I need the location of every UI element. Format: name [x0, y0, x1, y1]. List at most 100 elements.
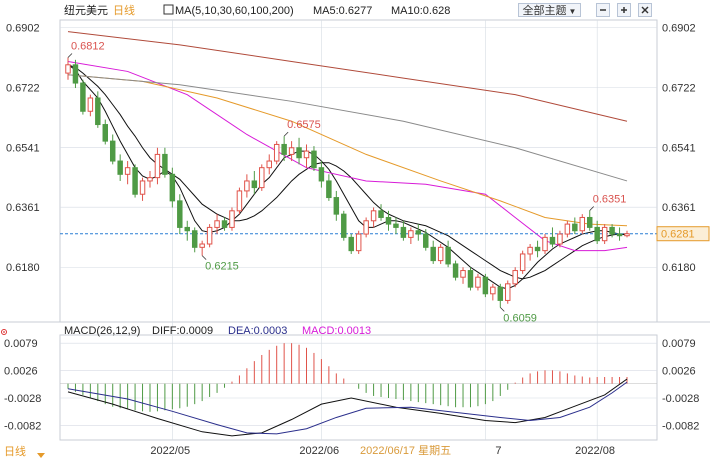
period-dropdown-icon[interactable] — [36, 447, 46, 458]
price-tick-right: 0.6722 — [662, 82, 696, 94]
candle-up — [437, 246, 444, 262]
candle-up — [460, 270, 466, 278]
candle-down — [452, 263, 459, 278]
candle-down — [221, 220, 228, 228]
candle-up — [236, 190, 243, 212]
minus-icon[interactable] — [596, 3, 610, 17]
candle-down — [572, 223, 578, 232]
candle-up — [273, 143, 280, 162]
date-tick-label: 2022/06 — [299, 445, 339, 457]
macd-dea-value: DEA:0.0003 — [228, 325, 287, 337]
candle-up — [355, 233, 362, 252]
candle-down — [586, 216, 593, 228]
candle-down — [109, 140, 116, 162]
candle-down — [95, 97, 101, 126]
close-glyph-icon — [641, 6, 649, 14]
chart-grid — [0, 19, 710, 441]
ma-line-ma10 — [67, 64, 627, 280]
macd-diff-line — [67, 378, 628, 437]
candle-up — [199, 243, 205, 248]
close-icon[interactable] — [638, 3, 652, 17]
price-tick-left: 0.6180 — [6, 262, 40, 274]
candlesticks — [65, 57, 630, 308]
candle-down — [445, 246, 451, 265]
annotation-label: 0.6575 — [287, 119, 321, 131]
annotation-pointer — [283, 131, 289, 137]
price-tick-right: 0.6902 — [662, 23, 696, 35]
candle-down — [393, 223, 399, 228]
price-annotations: 0.6812 0.6575 0.6215 0.6059 0.6351 — [67, 41, 627, 324]
candle-up — [475, 276, 481, 288]
price-tick-left: 0.6361 — [6, 202, 40, 214]
candle-up — [206, 226, 213, 245]
candle-down — [132, 167, 138, 195]
candle-up — [564, 223, 571, 235]
macd-params: MACD(26,12,9) — [64, 325, 140, 337]
period-label[interactable]: 日线 — [113, 3, 135, 17]
candle-down — [333, 197, 340, 215]
candle-down — [430, 246, 436, 262]
date-tick-label: 7 — [495, 445, 501, 457]
plus-icon[interactable] — [617, 3, 631, 17]
candle-down — [497, 286, 504, 301]
candle-up — [601, 226, 608, 242]
annotation-label: 0.6812 — [71, 41, 105, 53]
ma-checkbox[interactable] — [163, 4, 174, 15]
macd-tick-right: 0.0026 — [662, 365, 696, 377]
annotation-pointer — [201, 255, 207, 260]
candle-down — [609, 226, 615, 235]
theme-button[interactable]: 全部主题 ▼ — [518, 3, 581, 17]
price-tick-right: 0.6361 — [662, 202, 696, 214]
settings-gear-icon[interactable] — [0, 323, 8, 335]
macd-tick-right: -0.0028 — [662, 393, 699, 405]
candle-down — [326, 180, 332, 199]
macd-diff-value: DIFF:0.0009 — [152, 325, 213, 337]
candle-down — [415, 230, 422, 235]
candle-down — [80, 82, 86, 112]
candle-down — [378, 210, 384, 218]
candle-up — [139, 180, 146, 195]
annotation-pointer — [589, 206, 595, 211]
macd-tick-left: -0.0082 — [4, 421, 41, 433]
candle-down — [117, 160, 123, 175]
candle-down — [348, 236, 354, 252]
price-tick-left: 0.6722 — [6, 82, 40, 94]
macd-panel — [60, 343, 657, 437]
candle-up — [288, 147, 295, 155]
macd-dea-line — [67, 381, 628, 435]
instrument-name: 纽元美元 — [64, 3, 108, 17]
date-tick-label: 2022/05 — [150, 445, 190, 457]
chevron-down-icon: ▼ — [568, 7, 577, 16]
price-tick-left: 0.6902 — [6, 23, 40, 35]
annotation-pointer — [67, 53, 73, 58]
macd-tick-right: -0.0082 — [662, 421, 699, 433]
candle-up — [579, 216, 586, 232]
annotation-pointer — [500, 307, 505, 312]
candle-down — [72, 64, 79, 84]
candle-down — [184, 226, 190, 232]
ma-line-ma200 — [67, 31, 628, 122]
ma-line-ma30 — [67, 60, 628, 252]
annotation-label: 0.6059 — [503, 312, 537, 324]
candle-down — [400, 226, 407, 238]
triangle-down-icon — [37, 453, 45, 458]
candle-up — [542, 236, 548, 252]
footer-period-label[interactable]: 日线 — [4, 444, 26, 458]
candle-down — [385, 216, 392, 225]
candle-up — [527, 246, 533, 255]
candle-down — [549, 236, 556, 245]
candle-down — [318, 167, 325, 182]
candle-up — [505, 283, 511, 301]
candle-up — [87, 97, 94, 112]
candle-down — [177, 200, 183, 228]
candle-up — [519, 253, 526, 272]
candle-up — [408, 230, 414, 238]
candle-down — [162, 153, 168, 175]
annotation-label: 0.6351 — [593, 193, 627, 205]
candle-down — [311, 150, 317, 169]
candle-up — [147, 177, 153, 182]
candle-up — [266, 160, 272, 169]
candle-up — [512, 270, 518, 285]
macd-tick-left: 0.0026 — [4, 365, 38, 377]
